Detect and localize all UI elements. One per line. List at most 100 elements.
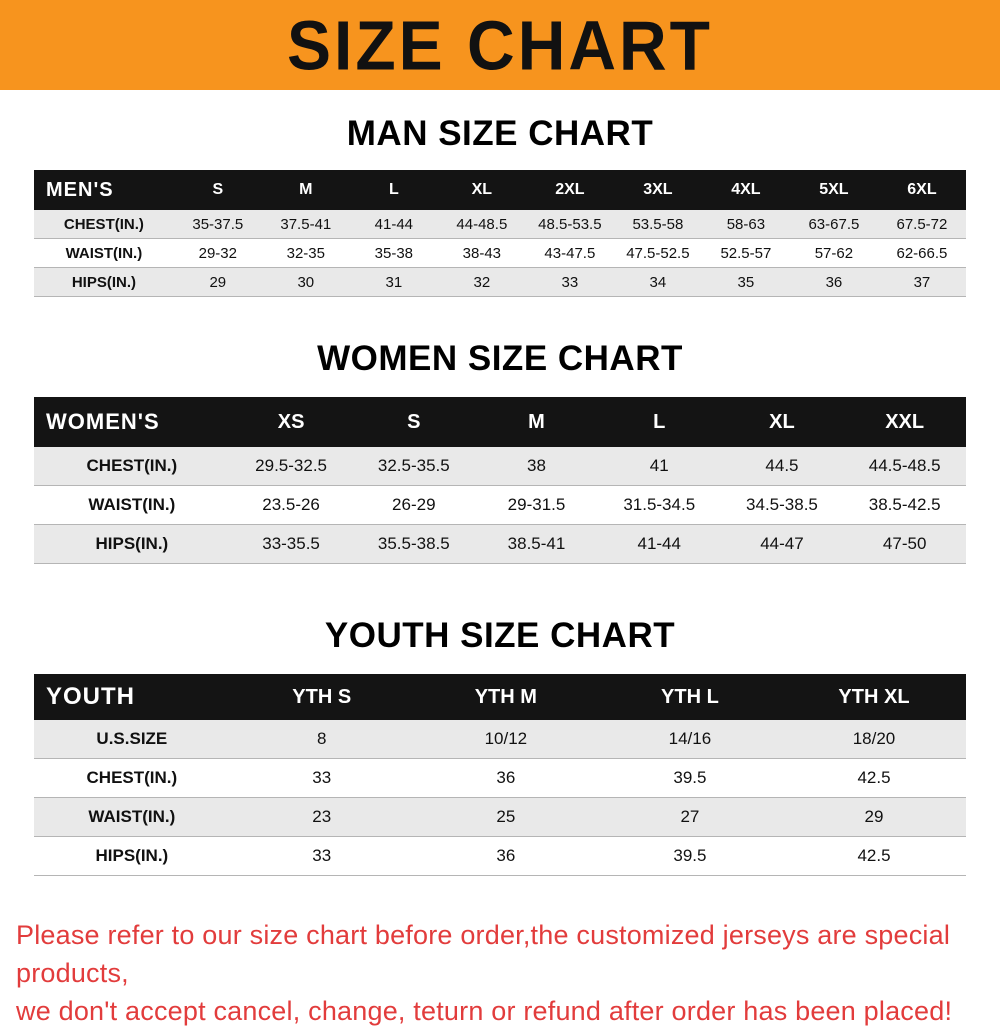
size-value-cell: 10/12: [484, 729, 528, 748]
size-value-cell: 41-44: [374, 215, 414, 233]
column-header: XXL: [885, 410, 925, 433]
row-label: HIPS(IN.): [95, 534, 169, 553]
column-header: XL: [471, 181, 493, 198]
size-value-cell: 53.5-58: [632, 215, 684, 233]
column-header: L: [653, 410, 666, 433]
size-value-cell: 38-43: [462, 244, 502, 262]
size-value-cell: 8: [317, 729, 327, 748]
table-row: HIPS(IN.) 29 30 31 32 33 34 35 36 37: [34, 268, 966, 297]
table-row: HIPS(IN.) 33-35.5 35.5-38.5 38.5-41 41-44 44-…: [34, 525, 966, 564]
size-value-cell: 37: [913, 273, 931, 291]
row-label: WAIST(IN.): [88, 807, 176, 826]
column-header: 3XL: [643, 181, 673, 198]
size-value-cell: 39.5: [673, 846, 707, 865]
size-value-cell: 23: [312, 807, 332, 826]
table-row: CHEST(IN.) 35-37.5 37.5-41 41-44 44-48.5 48.5…: [34, 210, 966, 239]
column-header: YTH M: [474, 685, 537, 708]
banner-title: SIZE CHART: [287, 5, 713, 85]
size-value-cell: 29: [864, 807, 884, 826]
column-header: XS: [277, 410, 305, 433]
size-value-cell: 42.5: [857, 768, 891, 787]
size-value-cell: 35.5-38.5: [377, 534, 450, 553]
size-value-cell: 33: [312, 846, 332, 865]
size-value-cell: 41: [649, 456, 669, 475]
table-header-row: YOUTH YTH S YTH M YTH L YTH XL: [34, 674, 966, 720]
size-value-cell: 42.5: [857, 846, 891, 865]
banner: SIZE CHART: [0, 0, 1000, 90]
women-size-table: WOMEN'S XS S M L XL XXL CHEST(IN.) 29.5-32.5 32.5…: [34, 397, 966, 564]
size-value-cell: 52.5-57: [720, 244, 772, 262]
size-value-cell: 63-67.5: [808, 215, 860, 233]
size-value-cell: 29.5-32.5: [255, 456, 327, 475]
row-label: CHEST(IN.): [63, 215, 144, 233]
size-value-cell: 31.5-34.5: [623, 495, 696, 514]
size-value-cell: 57-62: [814, 244, 854, 262]
youth-size-table: YOUTH YTH S YTH M YTH L YTH XL U.S.SIZE 8 10/12…: [34, 674, 966, 876]
size-value-cell: 33: [561, 273, 579, 291]
table-row: WAIST(IN.) 29-32 32-35 35-38 38-43 43-47.5 47.…: [34, 239, 966, 268]
man-section: MAN SIZE CHART MEN'S S M L XL 2XL 3XL 4XL 5XL 6XL…: [0, 114, 1000, 297]
size-value-cell: 41-44: [637, 534, 681, 553]
size-value-cell: 44.5: [765, 456, 799, 475]
row-label: U.S.SIZE: [96, 729, 168, 748]
row-label: WAIST(IN.): [65, 244, 143, 262]
column-header: S: [212, 181, 224, 198]
size-value-cell: 47-50: [882, 534, 927, 553]
footer-note-line-1: Please refer to our size chart before or…: [16, 920, 951, 988]
table-row: U.S.SIZE 8 10/12 14/16 18/20: [34, 720, 966, 759]
size-value-cell: 38: [527, 456, 546, 475]
size-value-cell: 36: [496, 768, 516, 787]
women-section-heading: WOMEN SIZE CHART: [317, 339, 683, 378]
footer-note-line-2: we don't accept cancel, change, teturn o…: [16, 996, 953, 1026]
size-value-cell: 32.5-35.5: [377, 456, 450, 475]
size-value-cell: 35-37.5: [192, 215, 244, 233]
size-value-cell: 29-32: [198, 244, 237, 262]
size-value-cell: 58-63: [726, 215, 766, 233]
size-value-cell: 33: [312, 768, 332, 787]
table-row: CHEST(IN.) 33 36 39.5 42.5: [34, 759, 966, 798]
table-row: HIPS(IN.) 33 36 39.5 42.5: [34, 837, 966, 876]
size-value-cell: 29-31.5: [507, 495, 566, 514]
women-section: WOMEN SIZE CHART WOMEN'S XS S M L XL XXL CHEST(…: [0, 339, 1000, 564]
row-label: WAIST(IN.): [88, 495, 176, 514]
table-row: CHEST(IN.) 29.5-32.5 32.5-35.5 38 41 44.5 44.5…: [34, 447, 966, 486]
size-value-cell: 44.5-48.5: [868, 456, 941, 475]
size-value-cell: 32: [473, 273, 491, 291]
table-corner-label: MEN'S: [46, 178, 114, 201]
size-value-cell: 23.5-26: [262, 495, 320, 514]
size-value-cell: 67.5-72: [896, 215, 948, 233]
size-value-cell: 38.5-42.5: [868, 495, 941, 514]
table-row: WAIST(IN.) 23.5-26 26-29 29-31.5 31.5-34.5 34…: [34, 486, 966, 525]
size-value-cell: 44-47: [760, 534, 804, 553]
size-value-cell: 36: [825, 273, 843, 291]
size-value-cell: 44-48.5: [456, 215, 508, 233]
size-value-cell: 27: [680, 807, 700, 826]
table-header-row: WOMEN'S XS S M L XL XXL: [34, 397, 966, 447]
column-header: YTH XL: [838, 685, 910, 708]
size-value-cell: 18/20: [852, 729, 896, 748]
size-value-cell: 48.5-53.5: [538, 215, 602, 233]
size-value-cell: 39.5: [673, 768, 707, 787]
row-label: HIPS(IN.): [71, 273, 136, 291]
man-section-heading: MAN SIZE CHART: [346, 114, 654, 153]
column-header: L: [388, 181, 399, 198]
column-header: 2XL: [555, 181, 585, 198]
size-value-cell: 26-29: [392, 495, 436, 514]
column-header: XL: [769, 410, 795, 433]
row-label: HIPS(IN.): [95, 846, 169, 865]
row-label: CHEST(IN.): [86, 768, 178, 787]
column-header: M: [528, 410, 545, 433]
size-value-cell: 31: [385, 273, 403, 291]
table-corner-label: YOUTH: [46, 683, 135, 710]
column-header: S: [407, 410, 421, 433]
size-value-cell: 33-35.5: [262, 534, 320, 553]
column-header: YTH S: [292, 685, 352, 708]
size-value-cell: 14/16: [668, 729, 712, 748]
size-value-cell: 38.5-41: [507, 534, 566, 553]
size-value-cell: 34.5-38.5: [746, 495, 818, 514]
size-value-cell: 37.5-41: [280, 215, 332, 233]
size-value-cell: 43-47.5: [544, 244, 596, 262]
man-size-table: MEN'S S M L XL 2XL 3XL 4XL 5XL 6XL CHEST(IN.) 35-37…: [34, 170, 966, 297]
size-value-cell: 47.5-52.5: [626, 244, 690, 262]
